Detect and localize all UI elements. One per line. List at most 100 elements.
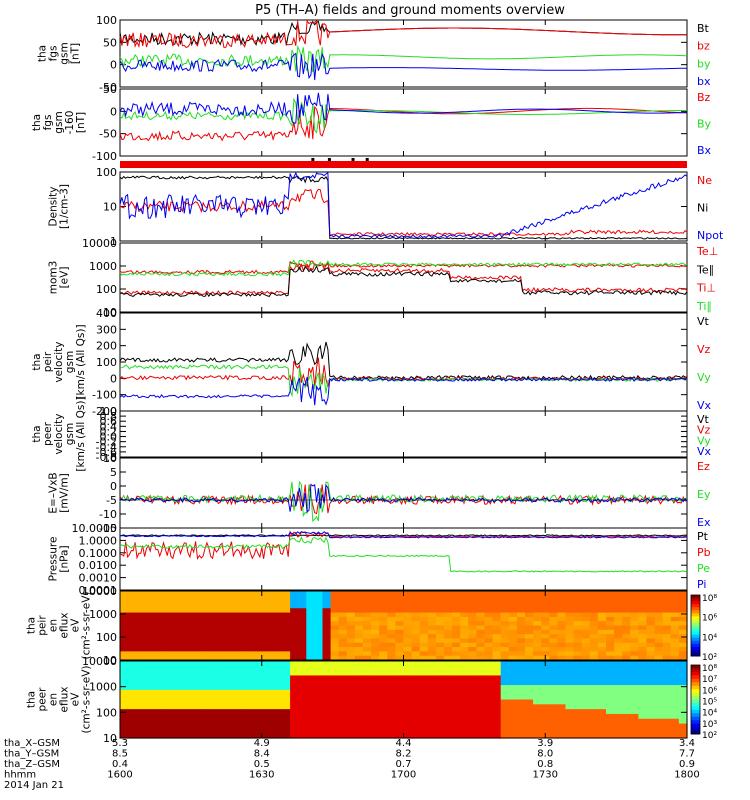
spectrogram-cell: [444, 665, 453, 672]
colorbar-cell: [691, 607, 700, 611]
spectrogram-cell: [168, 680, 178, 686]
colorbar-cell: [691, 720, 700, 725]
spectrogram-cell: [387, 661, 396, 667]
spectrogram-cell: [241, 595, 251, 601]
spectrogram-cell: [476, 699, 486, 705]
spectrogram-cell: [597, 651, 607, 657]
spectrogram-cell: [573, 634, 583, 640]
legend-Te⊥: Te⊥: [696, 245, 718, 258]
spectrogram-cell: [387, 718, 396, 725]
spectrogram-cell: [322, 685, 332, 691]
spectrogram-cell: [516, 629, 526, 635]
spectrogram-cell: [217, 621, 226, 627]
spectrogram-cell: [282, 709, 291, 715]
spectrogram-cell: [395, 608, 405, 614]
spectrogram-cell: [144, 661, 153, 667]
spectrogram-cell: [136, 709, 145, 715]
spectrogram-cell: [184, 680, 194, 686]
spectrogram-cell: [484, 680, 494, 686]
spectrogram-cell: [322, 608, 332, 614]
spectrogram-cell: [290, 685, 299, 691]
spectrogram-cell: [444, 642, 453, 648]
spectrogram-cell: [654, 685, 664, 691]
spectrogram-cell: [160, 723, 170, 729]
spectrogram-cell: [354, 723, 364, 729]
spectrogram-cell: [516, 728, 526, 734]
spectrogram-cell: [549, 733, 558, 739]
spectrogram-cell: [176, 670, 186, 677]
spectrogram-cell: [427, 651, 437, 657]
spectrogram-cell: [192, 699, 202, 705]
spectrogram-cell: [257, 642, 267, 648]
y-axis-label: eflux: [59, 613, 71, 639]
spectrogram-cell: [136, 621, 145, 627]
spectrogram-cell: [525, 680, 534, 686]
spectrogram-cell: [670, 709, 680, 715]
spectrogram-cell: [533, 680, 542, 686]
spectrogram-cell: [354, 694, 364, 701]
spectrogram-cell: [128, 603, 137, 609]
spectrogram-cell: [541, 699, 550, 705]
spectrogram-cell: [314, 625, 324, 631]
spectrogram-cell: [411, 709, 421, 715]
spectrogram-cell: [371, 680, 380, 686]
spectrogram-cell: [662, 718, 672, 725]
spectrogram-cell: [670, 713, 680, 720]
colorbar-cell: [691, 692, 700, 697]
spectrogram-cell: [371, 665, 380, 672]
spectrogram-cell: [265, 713, 275, 720]
spectrogram-cell: [452, 621, 461, 627]
colorbar-cell: [691, 604, 700, 608]
spectrogram-cell: [403, 634, 413, 640]
spectrogram-cell: [630, 680, 639, 686]
spectrogram-cell: [322, 595, 332, 601]
spectrogram-cell: [120, 685, 129, 691]
spectrogram-cell: [379, 718, 388, 725]
spectrogram-cell: [614, 723, 623, 729]
spectrogram-cell: [363, 634, 372, 640]
spectrogram-cell: [128, 634, 137, 640]
spectrogram-cell: [606, 591, 615, 596]
spectrogram-cell: [176, 595, 186, 601]
spectrogram-cell: [500, 629, 510, 635]
spectrogram-cell: [492, 612, 502, 618]
spectrogram-cell: [338, 728, 348, 734]
spectrogram-cell: [476, 595, 486, 601]
spectrogram-cell: [476, 713, 486, 720]
spectrogram-cell: [152, 625, 162, 631]
spectrogram-cell: [419, 608, 429, 614]
spectrogram-cell: [670, 621, 680, 627]
spectrogram-cell: [257, 603, 267, 609]
spectrogram-cell: [354, 621, 364, 627]
spectrogram-cell: [492, 642, 502, 648]
spectrogram-cell: [565, 642, 575, 648]
spectrogram-cell: [468, 634, 477, 640]
spectrogram-cell: [144, 713, 153, 720]
spectrogram-cell: [330, 616, 340, 622]
spectrogram-cell: [306, 718, 315, 725]
spectrogram-cell: [541, 629, 550, 635]
spectrogram-cell: [395, 595, 405, 601]
spectrogram-cell: [662, 675, 672, 681]
spectrogram-cell: [192, 723, 202, 729]
spectrogram-cell: [241, 608, 251, 614]
spectrogram-cell: [346, 638, 356, 644]
spectrogram-cell: [338, 689, 348, 696]
spectrogram-cell: [492, 723, 502, 729]
spectrogram-cell: [638, 709, 648, 715]
spectrogram-cell: [646, 616, 656, 622]
spectrogram-cell: [209, 595, 218, 601]
spectrogram-cell: [241, 689, 251, 696]
spectrogram-cell: [670, 634, 680, 640]
spectrogram-cell: [273, 699, 283, 705]
spectrogram-cell: [541, 704, 550, 710]
spectrogram-cell: [298, 634, 307, 640]
spectrogram-cell: [435, 670, 445, 677]
spectrogram-cell: [435, 591, 445, 596]
spectrogram-cell: [282, 680, 291, 686]
y-axis-label: [mV/m]: [59, 473, 71, 512]
spectrogram-cell: [338, 655, 348, 661]
spectrogram-cell: [371, 629, 380, 635]
spectrogram-cell: [201, 595, 210, 601]
